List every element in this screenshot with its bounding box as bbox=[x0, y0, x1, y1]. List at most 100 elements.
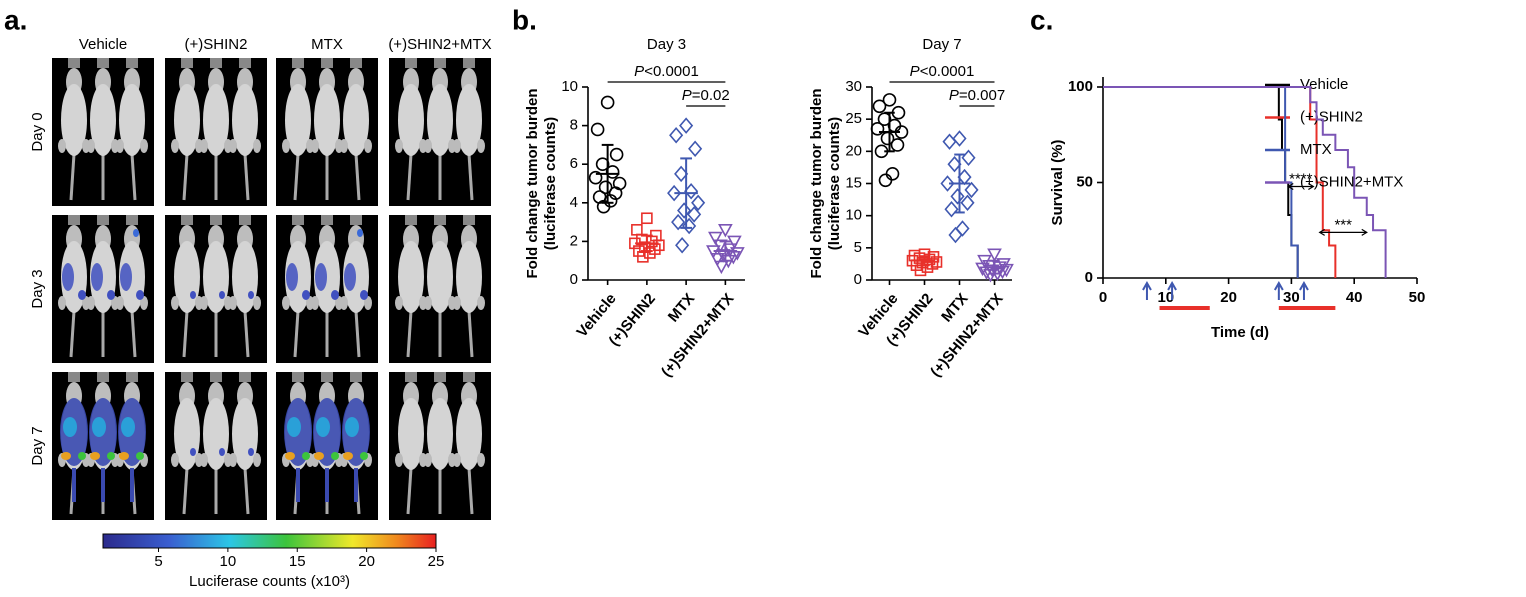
point bbox=[714, 260, 729, 275]
point bbox=[955, 220, 970, 237]
y-axis-label: Fold change tumor burden bbox=[808, 89, 825, 279]
signal bbox=[190, 448, 196, 456]
significance: **** bbox=[1289, 170, 1313, 187]
point bbox=[964, 181, 979, 199]
holder bbox=[68, 372, 80, 382]
mouse-leg bbox=[477, 453, 485, 467]
mouse-leg bbox=[453, 139, 461, 153]
holder bbox=[321, 372, 333, 382]
mouse-leg bbox=[58, 296, 66, 310]
holder bbox=[434, 215, 446, 225]
dosing-arrow bbox=[1273, 280, 1284, 300]
mouse-body bbox=[398, 241, 424, 313]
dosing-arrow bbox=[1142, 280, 1152, 300]
mouse-leg bbox=[253, 453, 261, 467]
y-axis-label: Fold change tumor burden bbox=[524, 89, 541, 279]
signal bbox=[331, 290, 339, 300]
mouse-leg bbox=[395, 296, 403, 310]
tail bbox=[243, 310, 250, 358]
point bbox=[878, 173, 893, 188]
holder bbox=[126, 58, 138, 68]
point bbox=[688, 140, 703, 157]
mouse-body bbox=[232, 84, 258, 156]
x-tick-label: 0 bbox=[1099, 289, 1107, 306]
tail bbox=[406, 153, 413, 201]
image-cell bbox=[165, 215, 267, 363]
point bbox=[944, 201, 959, 218]
point bbox=[960, 194, 975, 212]
signal bbox=[119, 452, 129, 460]
mouse-body bbox=[285, 84, 311, 156]
point bbox=[667, 184, 682, 202]
mouse-body bbox=[203, 84, 229, 156]
significance: *** bbox=[1334, 216, 1352, 233]
mouse-body bbox=[427, 398, 453, 470]
point bbox=[598, 180, 613, 195]
tail bbox=[354, 310, 361, 358]
tail bbox=[182, 153, 189, 201]
point bbox=[718, 224, 733, 238]
point bbox=[600, 95, 615, 110]
signal bbox=[248, 448, 254, 456]
holder bbox=[68, 58, 80, 68]
mouse-leg bbox=[477, 139, 485, 153]
panel-label: b. bbox=[512, 4, 537, 35]
p-value: P=0.02 bbox=[682, 87, 730, 104]
image-cell bbox=[276, 372, 378, 520]
signal bbox=[219, 448, 225, 456]
tail bbox=[69, 310, 76, 358]
point bbox=[987, 248, 1002, 262]
signal bbox=[63, 417, 77, 437]
holder bbox=[126, 372, 138, 382]
y-tick-label: 25 bbox=[845, 110, 862, 127]
mouse-leg bbox=[395, 139, 403, 153]
tail bbox=[69, 153, 76, 201]
colorbar-tick-label: 20 bbox=[358, 553, 375, 570]
image-cell bbox=[276, 58, 378, 206]
point bbox=[677, 202, 692, 219]
image-cell bbox=[389, 215, 491, 363]
mouse-leg bbox=[140, 139, 148, 153]
image-cell bbox=[52, 372, 154, 520]
point bbox=[687, 206, 702, 223]
point bbox=[890, 138, 905, 152]
y-tick-label: 15 bbox=[845, 174, 862, 191]
y-tick-label: 100 bbox=[1068, 78, 1093, 95]
tail bbox=[467, 310, 474, 358]
holder bbox=[97, 215, 109, 225]
mouse-body bbox=[61, 84, 87, 156]
signal bbox=[315, 263, 327, 291]
signal bbox=[78, 290, 86, 300]
signal bbox=[133, 229, 139, 237]
y-tick-label: 30 bbox=[845, 78, 862, 95]
mouse-leg bbox=[477, 296, 485, 310]
mouse-leg bbox=[364, 139, 372, 153]
mouse-body bbox=[314, 84, 340, 156]
signal bbox=[331, 452, 339, 460]
mouse-leg bbox=[229, 139, 237, 153]
mouse-leg bbox=[116, 296, 124, 310]
point bbox=[870, 122, 885, 136]
row-label: Day 0 bbox=[29, 112, 46, 151]
mouse-leg bbox=[229, 296, 237, 310]
mouse-leg bbox=[311, 296, 319, 310]
mouse-body bbox=[456, 398, 482, 470]
holder bbox=[405, 215, 417, 225]
y-tick-label: 10 bbox=[561, 78, 578, 95]
holder bbox=[463, 58, 475, 68]
y-tick-label: 10 bbox=[845, 207, 862, 224]
tail bbox=[182, 467, 189, 515]
survival-line bbox=[1103, 86, 1387, 278]
signal bbox=[92, 417, 106, 437]
point bbox=[590, 122, 605, 137]
point bbox=[675, 237, 690, 254]
tail bbox=[406, 467, 413, 515]
signal bbox=[285, 452, 295, 460]
signal bbox=[248, 291, 254, 299]
holder bbox=[350, 372, 362, 382]
signal bbox=[190, 291, 196, 299]
image-cell bbox=[276, 215, 378, 363]
series bbox=[588, 95, 627, 214]
survival-line bbox=[1103, 86, 1337, 278]
mouse-leg bbox=[171, 296, 179, 310]
